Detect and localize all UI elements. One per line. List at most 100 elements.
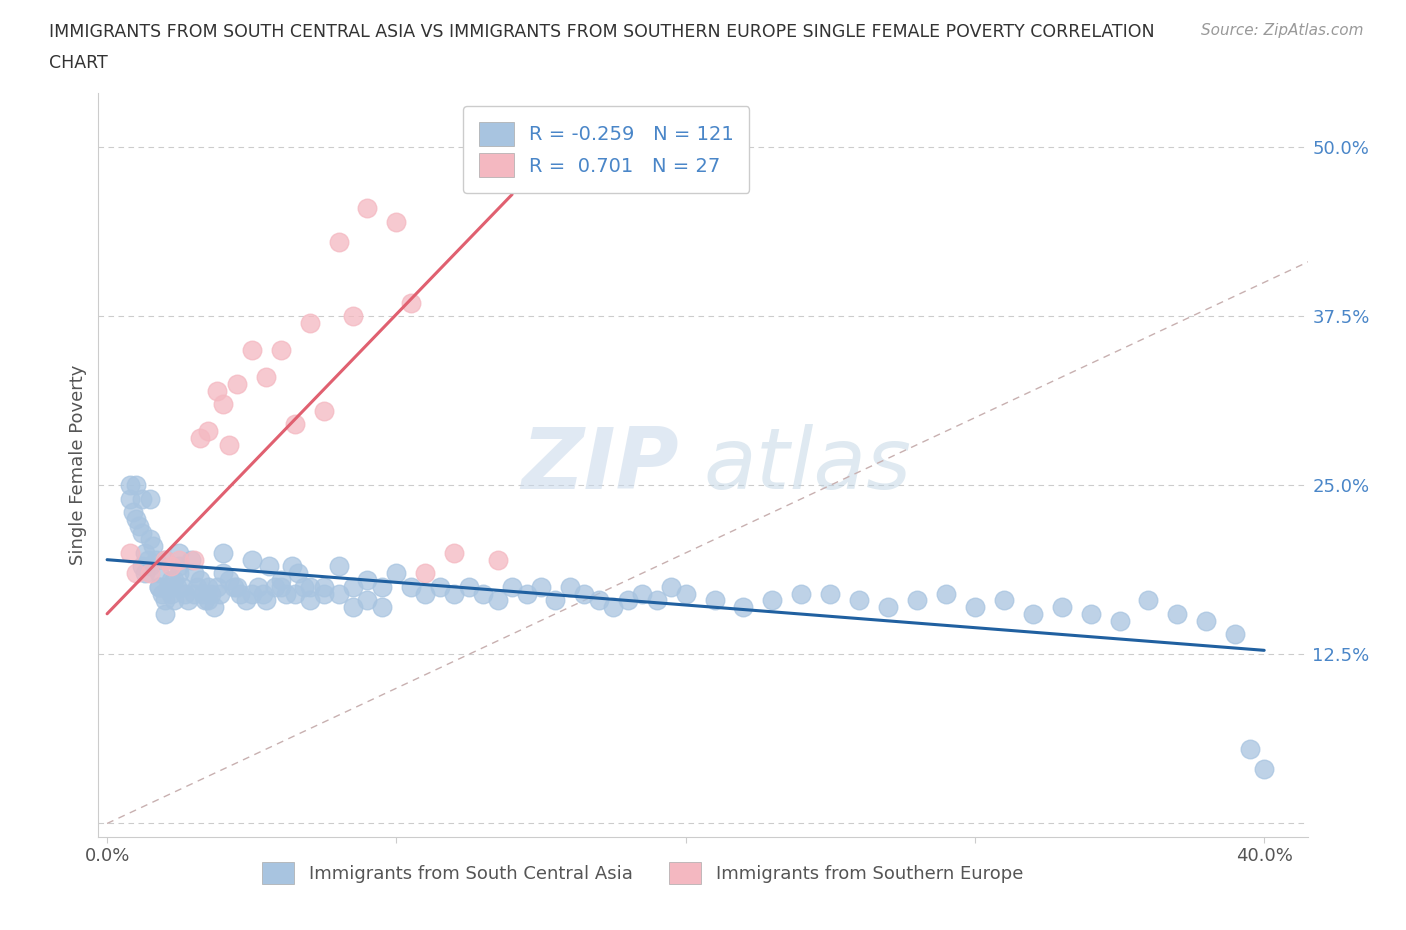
Text: atlas: atlas xyxy=(703,423,911,507)
Point xyxy=(761,592,783,607)
Point xyxy=(120,478,142,493)
Point xyxy=(169,552,191,567)
Point xyxy=(659,579,682,594)
Point xyxy=(240,342,263,357)
Point xyxy=(211,546,233,561)
Point xyxy=(183,552,205,567)
Point xyxy=(246,579,269,594)
Point xyxy=(602,600,624,615)
Point xyxy=(131,525,153,540)
Point xyxy=(963,600,986,615)
Point xyxy=(122,505,145,520)
Point xyxy=(486,592,509,607)
Point xyxy=(159,586,181,601)
Point xyxy=(208,586,231,601)
Point xyxy=(486,552,509,567)
Point xyxy=(139,532,162,547)
Point xyxy=(218,573,240,588)
Point xyxy=(172,579,194,594)
Point xyxy=(254,369,277,384)
Point xyxy=(1050,600,1073,615)
Point xyxy=(935,586,957,601)
Text: ZIP: ZIP xyxy=(522,423,679,507)
Point xyxy=(128,518,150,533)
Point xyxy=(162,592,184,607)
Point xyxy=(148,565,170,580)
Point xyxy=(264,579,287,594)
Point xyxy=(472,586,495,601)
Point xyxy=(183,565,205,580)
Point xyxy=(188,431,211,445)
Point xyxy=(202,600,225,615)
Point xyxy=(252,586,274,601)
Point xyxy=(790,586,813,601)
Point xyxy=(145,552,167,567)
Point xyxy=(186,579,208,594)
Text: IMMIGRANTS FROM SOUTH CENTRAL ASIA VS IMMIGRANTS FROM SOUTHERN EUROPE SINGLE FEM: IMMIGRANTS FROM SOUTH CENTRAL ASIA VS IM… xyxy=(49,23,1154,41)
Point xyxy=(1166,606,1188,621)
Point xyxy=(159,573,181,588)
Point xyxy=(142,538,165,553)
Point xyxy=(270,342,292,357)
Point xyxy=(197,579,219,594)
Point xyxy=(211,565,233,580)
Point xyxy=(169,559,191,574)
Point xyxy=(153,552,176,567)
Point xyxy=(131,491,153,506)
Point xyxy=(191,586,214,601)
Point xyxy=(177,592,200,607)
Point xyxy=(229,586,252,601)
Point xyxy=(226,377,249,392)
Point xyxy=(544,592,567,607)
Point xyxy=(218,437,240,452)
Point xyxy=(148,579,170,594)
Point xyxy=(276,586,298,601)
Point xyxy=(166,579,188,594)
Point xyxy=(120,546,142,561)
Point xyxy=(134,546,156,561)
Point xyxy=(153,606,176,621)
Point xyxy=(254,592,277,607)
Point xyxy=(413,565,436,580)
Point xyxy=(148,579,170,594)
Point xyxy=(226,579,249,594)
Point xyxy=(588,592,610,607)
Point xyxy=(298,315,321,330)
Point xyxy=(631,586,654,601)
Point xyxy=(1239,741,1261,756)
Point xyxy=(328,234,350,249)
Point xyxy=(1080,606,1102,621)
Point xyxy=(848,592,870,607)
Point xyxy=(429,579,451,594)
Point xyxy=(356,592,378,607)
Point xyxy=(413,586,436,601)
Point xyxy=(139,491,162,506)
Point xyxy=(240,552,263,567)
Point xyxy=(356,201,378,216)
Point xyxy=(312,586,335,601)
Point xyxy=(443,546,465,561)
Point xyxy=(205,579,228,594)
Point xyxy=(617,592,640,607)
Point xyxy=(153,552,176,567)
Point xyxy=(197,592,219,607)
Point xyxy=(270,579,292,594)
Point xyxy=(312,404,335,418)
Point xyxy=(284,586,307,601)
Point xyxy=(1137,592,1160,607)
Point xyxy=(131,559,153,574)
Point xyxy=(675,586,697,601)
Point xyxy=(993,592,1015,607)
Point xyxy=(515,586,537,601)
Point xyxy=(125,512,148,526)
Point xyxy=(298,592,321,607)
Point xyxy=(287,565,309,580)
Point xyxy=(235,592,257,607)
Point xyxy=(371,579,394,594)
Y-axis label: Single Female Poverty: Single Female Poverty xyxy=(69,365,87,565)
Point xyxy=(443,586,465,601)
Point xyxy=(162,573,184,588)
Point xyxy=(183,586,205,601)
Point xyxy=(180,552,202,567)
Point xyxy=(385,214,408,229)
